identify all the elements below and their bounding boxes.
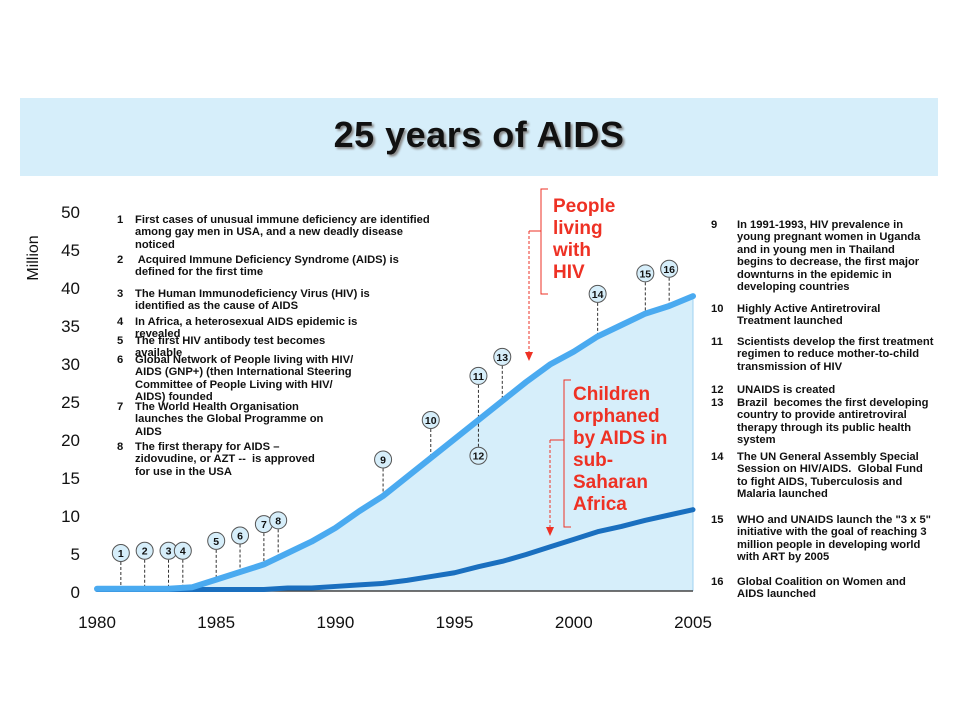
event-marker-label: 15	[639, 268, 651, 280]
event-marker	[660, 259, 679, 278]
x-tick-label: 1995	[436, 613, 474, 632]
event-marker	[173, 541, 192, 560]
note-text: The first HIV antibody test becomes avai…	[135, 335, 326, 360]
y-tick-label: 50	[61, 203, 80, 222]
y-axis-label: Million	[25, 235, 42, 280]
x-tick-label: 2000	[555, 613, 593, 632]
note-text: Global Coalition on Women and AIDS launc…	[737, 576, 906, 601]
note-text: The Human Immunodeficiency Virus (HIV) i…	[135, 288, 370, 313]
note-text: Global Network of People living with HIV…	[135, 354, 354, 404]
note-number: 4	[117, 316, 124, 328]
x-tick-label: 1980	[78, 613, 116, 632]
y-tick-label: 25	[61, 393, 80, 412]
note-number: 9	[711, 219, 718, 231]
event-marker-label: 7	[261, 519, 267, 531]
event-marker-label: 4	[180, 546, 186, 558]
note-number: 15	[711, 514, 724, 526]
note-text: The World Health Organisation launches t…	[135, 401, 324, 438]
event-marker-label: 6	[237, 531, 243, 543]
event-marker	[493, 347, 512, 366]
event-marker-label: 11	[473, 371, 484, 383]
note-text: In 1991-1993, HIV prevalence in young pr…	[737, 219, 921, 294]
y-tick-label: 15	[61, 469, 80, 488]
note-number: 3	[117, 288, 124, 300]
note-text: Acquired Immune Deficiency Syndrome (AID…	[135, 254, 399, 279]
event-marker	[135, 541, 154, 560]
note-number: 12	[711, 384, 724, 396]
note-text: Brazil becomes the first developing coun…	[737, 397, 929, 447]
note-number: 11	[711, 336, 723, 348]
note-number: 5	[117, 335, 124, 347]
orphans-callout: Children orphaned by AIDS in sub- Sahara…	[573, 384, 668, 515]
event-marker-label: 5	[213, 536, 219, 548]
note-number: 14	[711, 451, 724, 463]
event-marker	[231, 526, 250, 545]
event-marker	[469, 366, 488, 385]
event-marker	[111, 544, 130, 562]
note-number: 8	[117, 441, 124, 453]
x-tick-label: 1985	[197, 613, 235, 632]
note-text: In Africa, a heterosexual AIDS epidemic …	[135, 316, 358, 341]
event-marker-label: 14	[592, 289, 604, 301]
event-marker-label: 12	[473, 451, 485, 463]
y-tick-label: 5	[71, 545, 80, 564]
note-number: 10	[711, 303, 724, 315]
note-number: 7	[117, 401, 124, 413]
note-text: The first therapy for AIDS – zidovudine,…	[135, 441, 315, 478]
event-marker-label: 9	[380, 455, 386, 467]
event-marker	[374, 450, 393, 469]
y-tick-label: 20	[61, 431, 80, 450]
hiv-callout: People living with HIV	[553, 196, 616, 283]
orphans-callout-arrowhead	[546, 527, 554, 536]
event-marker-label: 1	[118, 548, 124, 560]
x-tick-label: 2005	[674, 613, 712, 632]
note-number: 2	[117, 254, 124, 266]
title-banner: 25 years of AIDS	[20, 98, 938, 176]
event-marker	[207, 531, 226, 550]
page-title: 25 years of AIDS	[333, 114, 625, 155]
y-tick-label: 45	[61, 241, 80, 260]
y-tick-label: 35	[61, 317, 80, 336]
note-number: 6	[117, 354, 124, 366]
note-text: Highly Active Antiretroviral Treatment l…	[737, 303, 881, 328]
y-tick-label: 10	[61, 507, 80, 526]
event-marker-label: 10	[425, 415, 437, 427]
orphans-callout-bracket	[563, 379, 571, 528]
hiv-callout-bracket	[540, 188, 548, 295]
event-marker	[636, 264, 655, 283]
event-marker	[588, 284, 607, 303]
event-marker-label: 13	[496, 352, 508, 364]
event-marker-label: 3	[166, 546, 172, 558]
event-marker	[269, 511, 288, 530]
hiv-callout-arrowhead	[525, 352, 533, 361]
event-marker-label: 2	[142, 546, 148, 558]
x-tick-label: 1990	[316, 613, 354, 632]
event-marker-label: 8	[275, 515, 281, 527]
note-text: UNAIDS is created	[737, 384, 836, 396]
y-tick-label: 40	[61, 279, 80, 298]
event-marker-label: 16	[663, 264, 675, 276]
note-number: 1	[117, 214, 124, 226]
orphans-line	[94, 507, 696, 592]
note-number: 13	[711, 397, 724, 409]
note-text: First cases of unusual immune deficiency…	[135, 214, 430, 251]
y-tick-label: 30	[61, 355, 80, 374]
event-marker	[469, 446, 488, 465]
note-text: WHO and UNAIDS launch the "3 x 5" initia…	[737, 514, 931, 564]
note-text: Scientists develop the first treatment r…	[737, 336, 934, 373]
y-tick-label: 0	[71, 583, 80, 602]
note-text: The UN General Assembly Special Session …	[737, 451, 923, 501]
note-number: 16	[711, 576, 724, 588]
event-marker	[421, 411, 440, 429]
hiv-line	[94, 293, 696, 592]
